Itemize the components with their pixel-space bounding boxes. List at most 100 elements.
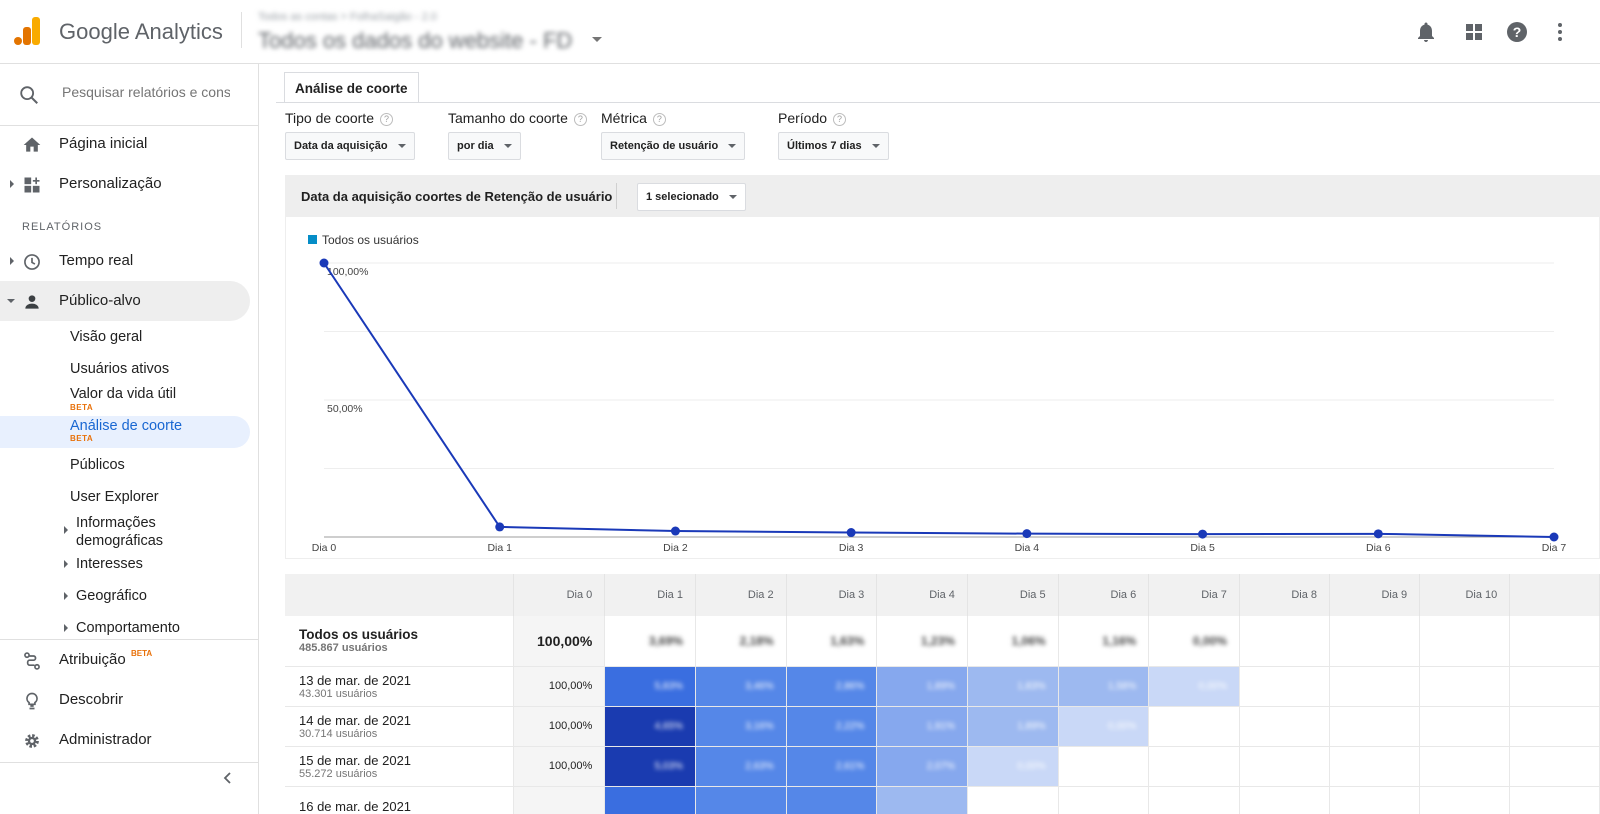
sidebar-item-discover[interactable]: Descobrir bbox=[0, 680, 250, 720]
cohort-user-count: 485.867 usuários bbox=[299, 642, 388, 655]
table-cell: 3,16% bbox=[695, 706, 787, 747]
account-breadcrumb[interactable]: Todos as contas > FolhaSaigão - 2.0 bbox=[258, 11, 437, 23]
expand-arrow-icon[interactable] bbox=[64, 526, 68, 534]
cell-value: 1,91% bbox=[926, 721, 955, 732]
divider bbox=[0, 762, 258, 763]
data-point bbox=[1198, 529, 1208, 539]
table-cell bbox=[1329, 746, 1421, 787]
cell-value: 3,69% bbox=[648, 633, 683, 648]
table-cell bbox=[1058, 786, 1150, 814]
sidebar-subitem-audiences[interactable]: Públicos bbox=[70, 457, 125, 473]
help-icon[interactable]: ? bbox=[1505, 20, 1529, 44]
cell-value: 1,83% bbox=[1017, 681, 1046, 692]
expand-arrow-icon[interactable] bbox=[10, 180, 14, 188]
table-cell bbox=[1239, 666, 1331, 707]
collapse-sidebar-icon[interactable] bbox=[222, 772, 234, 784]
sidebar-item-label: Descobrir bbox=[59, 691, 124, 708]
x-tick-label: Dia 2 bbox=[663, 542, 688, 554]
sidebar-subitem-interests[interactable]: Interesses bbox=[76, 556, 143, 572]
table-row[interactable]: 16 de mar. de 2021 bbox=[285, 786, 1600, 814]
cohort-size-dropdown[interactable]: por dia bbox=[448, 132, 521, 160]
table-header-cell: Dia 5 bbox=[967, 574, 1059, 616]
table-row[interactable]: 13 de mar. de 2021 43.301 usuários 100,00%… bbox=[285, 666, 1600, 707]
svg-text:?: ? bbox=[1513, 24, 1522, 40]
expand-arrow-icon[interactable] bbox=[64, 560, 68, 568]
table-header-cell: Dia 4 bbox=[876, 574, 968, 616]
table-cell bbox=[1509, 746, 1600, 787]
table-cell bbox=[1329, 706, 1421, 747]
sidebar-item-label: Atribuição bbox=[59, 651, 126, 668]
collapse-arrow-icon[interactable] bbox=[7, 299, 15, 303]
tab-cohort-analysis[interactable]: Análise de coorte bbox=[284, 72, 419, 103]
table-cell: 5,03% bbox=[604, 746, 696, 787]
more-vert-icon[interactable] bbox=[1548, 20, 1572, 44]
app-title: Google Analytics bbox=[59, 19, 223, 44]
row-label-cell: Todos os usuários 485.867 usuários bbox=[285, 616, 515, 667]
help-icon[interactable]: ? bbox=[379, 113, 393, 126]
x-tick-label: Dia 7 bbox=[1542, 542, 1567, 554]
bell-icon[interactable] bbox=[1414, 20, 1438, 44]
row-label-cell: 13 de mar. de 2021 43.301 usuários bbox=[285, 666, 515, 707]
cohort-user-count: 43.301 usuários bbox=[299, 687, 378, 700]
apps-grid-icon[interactable] bbox=[1462, 20, 1486, 44]
attribution-icon bbox=[24, 652, 40, 670]
search-icon[interactable] bbox=[18, 84, 40, 106]
expand-arrow-icon[interactable] bbox=[64, 624, 68, 632]
table-header-cell: Dia 1 bbox=[604, 574, 696, 616]
help-icon[interactable]: ? bbox=[573, 113, 587, 126]
cohort-type-dropdown[interactable]: Data da aquisição bbox=[285, 132, 415, 160]
sidebar-item-realtime[interactable]: Tempo real bbox=[0, 241, 250, 281]
expand-arrow-icon[interactable] bbox=[10, 257, 14, 265]
data-point bbox=[495, 522, 505, 532]
sidebar-subitem-user-explorer[interactable]: User Explorer bbox=[70, 489, 159, 505]
cell-value: 1,63% bbox=[830, 633, 865, 648]
table-cell: 3,46% bbox=[695, 666, 787, 707]
sidebar-subitem-lifetime-value[interactable]: Valor da vida útil bbox=[70, 386, 177, 402]
table-cell: 1,89% bbox=[876, 666, 968, 707]
table-cell: 3,69% bbox=[604, 616, 696, 667]
beta-badge: BETA bbox=[70, 403, 94, 412]
x-tick-label: Dia 1 bbox=[487, 542, 512, 554]
table-cell bbox=[1329, 616, 1421, 667]
reports-section-label: RELATÓRIOS bbox=[22, 221, 103, 233]
sidebar-item-home[interactable]: Página inicial bbox=[0, 124, 250, 164]
cell-value: 3,46% bbox=[745, 681, 774, 692]
table-row[interactable]: 15 de mar. de 2021 55.272 usuários 100,00%… bbox=[285, 746, 1600, 787]
table-cell: 1,23% bbox=[876, 616, 968, 667]
sidebar-subitem-active-users[interactable]: Usuários ativos bbox=[70, 361, 170, 377]
cohort-name: 14 de mar. de 2021 bbox=[299, 712, 412, 728]
sidebar-item-customization[interactable]: Personalização bbox=[0, 164, 250, 204]
table-cell: 2,86% bbox=[786, 666, 878, 707]
table-cell: 1,91% bbox=[876, 706, 968, 747]
sidebar-item-label: Público-alvo bbox=[59, 292, 141, 309]
table-row-total[interactable]: Todos os usuários 485.867 usuários 100,00%… bbox=[285, 616, 1600, 667]
table-cell bbox=[1148, 706, 1240, 747]
cohort-name: 16 de mar. de 2021 bbox=[299, 798, 412, 814]
sidebar-subitem-geo[interactable]: Geográfico bbox=[76, 588, 147, 604]
sidebar-subitem-behavior[interactable]: Comportamento bbox=[76, 620, 180, 636]
period-dropdown[interactable]: Últimos 7 dias bbox=[778, 132, 889, 160]
sidebar-item-audience[interactable]: Público-alvo bbox=[0, 281, 250, 321]
sidebar-subitem-cohort-analysis[interactable]: Análise de coorte bbox=[70, 418, 183, 434]
chart-title: Data da aquisição coortes de Retenção de… bbox=[301, 189, 613, 204]
table-row[interactable]: 14 de mar. de 2021 30.714 usuários 100,00%… bbox=[285, 706, 1600, 747]
data-point bbox=[1022, 529, 1032, 539]
table-header-cell: Dia 6 bbox=[1058, 574, 1150, 616]
view-selector[interactable]: Todos os dados do website - FD bbox=[258, 28, 573, 53]
table-cell: 2,22% bbox=[786, 706, 878, 747]
help-icon[interactable]: ? bbox=[833, 113, 847, 126]
sidebar-item-admin[interactable]: Administrador bbox=[0, 720, 250, 760]
series-line bbox=[323, 262, 1555, 538]
help-icon[interactable]: ? bbox=[652, 113, 666, 126]
selection-dropdown[interactable]: 1 selecionado bbox=[637, 183, 746, 211]
divider bbox=[0, 639, 258, 640]
sidebar-subitem-demographics[interactable]: Informações demográficas bbox=[76, 515, 164, 549]
divider bbox=[616, 183, 617, 209]
sidebar-subitem-overview[interactable]: Visão geral bbox=[70, 329, 143, 345]
view-dropdown-icon[interactable] bbox=[592, 37, 602, 42]
metric-dropdown[interactable]: Retenção de usuário bbox=[601, 132, 746, 160]
search-input[interactable] bbox=[62, 84, 230, 100]
sidebar-item-attribution[interactable]: Atribuição BETA bbox=[0, 640, 250, 680]
cell-value: 0,00% bbox=[1192, 633, 1227, 648]
expand-arrow-icon[interactable] bbox=[64, 592, 68, 600]
